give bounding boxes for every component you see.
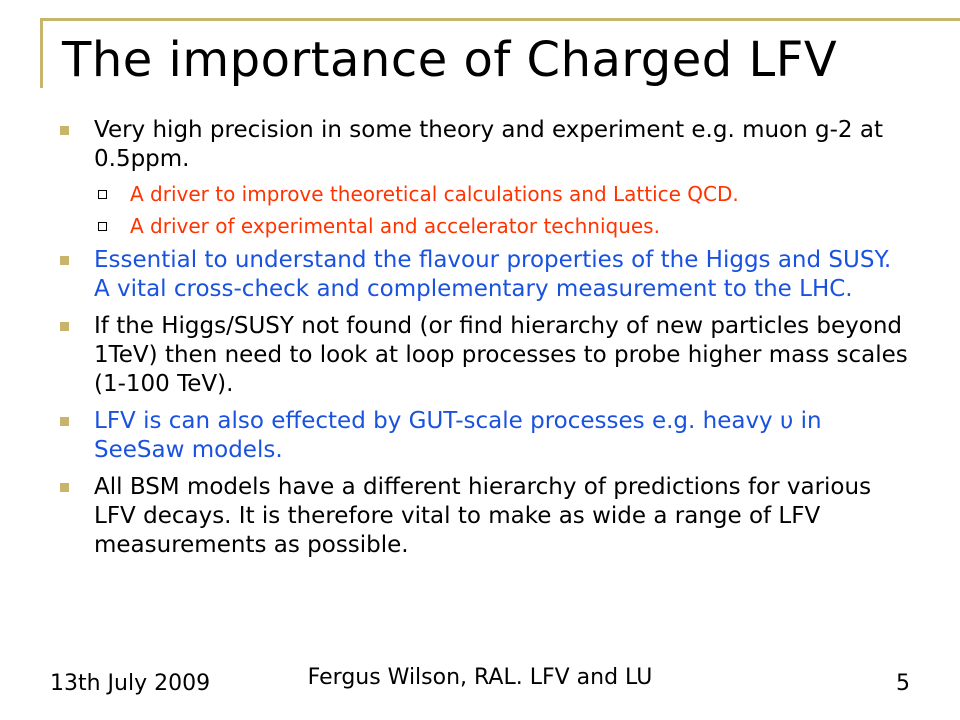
sub-bullet-text: A driver of experimental and accelerator… [130,214,660,238]
slide-title: The importance of Charged LFV [62,32,838,88]
hollow-square-bullet-icon [98,222,107,231]
slide-body: Very high precision in some theory and e… [58,116,908,568]
bullet-text: Essential to understand the flavour prop… [94,247,892,302]
sub-bullet-item: A driver of experimental and accelerator… [58,214,908,239]
square-bullet-icon [60,417,69,426]
hollow-square-bullet-icon [98,190,107,199]
sub-bullet-item: A driver to improve theoretical calculat… [58,182,908,207]
bullet-item: LFV is can also effected by GUT-scale pr… [58,407,908,465]
bullet-item: All BSM models have a different hierarch… [58,473,908,560]
footer-presenter: Fergus Wilson, RAL. LFV and LU [307,665,653,690]
footer-date: 13th July 2009 [50,671,211,696]
page-number: 5 [896,671,910,696]
bullet-text: LFV is can also effected by GUT-scale pr… [94,408,822,463]
bullet-item: Essential to understand the flavour prop… [58,246,908,304]
bullet-text: Very high precision in some theory and e… [94,117,883,172]
square-bullet-icon [60,322,69,331]
square-bullet-icon [60,256,69,265]
bullet-item: Very high precision in some theory and e… [58,116,908,174]
bullet-item: If the Higgs/SUSY not found (or find hie… [58,312,908,399]
square-bullet-icon [60,126,69,135]
bullet-text: All BSM models have a different hierarch… [94,474,872,558]
frame-left-rule [40,18,43,88]
bullet-text: If the Higgs/SUSY not found (or find hie… [94,313,908,397]
square-bullet-icon [60,483,69,492]
frame-top-rule [40,18,960,21]
sub-bullet-text: A driver to improve theoretical calculat… [130,182,739,206]
